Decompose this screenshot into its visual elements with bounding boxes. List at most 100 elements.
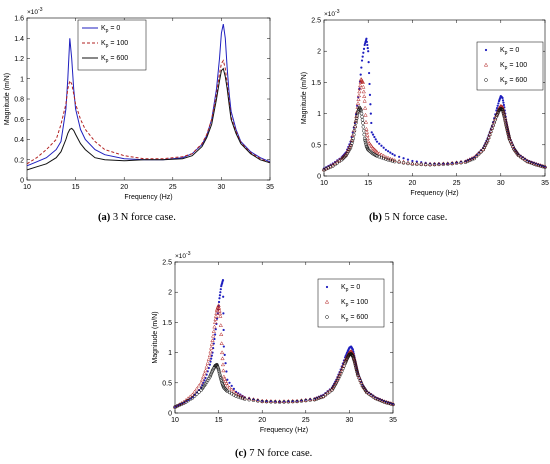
data-point	[314, 397, 319, 401]
data-point	[482, 145, 486, 150]
data-point	[223, 387, 228, 392]
x-tick-label: 15	[215, 417, 223, 424]
data-point	[483, 62, 489, 67]
y-tick-label: 2.5	[162, 260, 172, 267]
data-point	[366, 148, 370, 152]
chart-a: 10 15 20 25 30 35 0 0.2 0.4 0.6 0.8 1 1.2 1.4 1.6×10-3…	[4, 7, 274, 201]
data-point	[359, 73, 362, 76]
data-point	[386, 150, 390, 153]
caption-c-letter: (c)	[235, 448, 247, 459]
data-point	[366, 43, 369, 47]
data-point	[384, 148, 387, 151]
data-point	[504, 124, 509, 129]
data-point	[355, 370, 359, 374]
data-point	[341, 361, 347, 366]
data-point	[503, 119, 507, 123]
data-point	[351, 348, 354, 351]
data-point	[484, 78, 488, 82]
data-point	[496, 110, 501, 114]
x-tick-label: 10	[320, 180, 328, 187]
data-point	[363, 119, 369, 124]
data-point	[349, 143, 353, 148]
data-point	[212, 342, 215, 345]
data-point	[366, 46, 369, 50]
data-point	[217, 371, 222, 375]
data-point	[222, 385, 226, 390]
data-point	[381, 153, 386, 158]
data-point	[428, 163, 432, 167]
caption-a-letter: (a)	[98, 212, 111, 223]
data-point	[333, 382, 337, 387]
data-point	[236, 392, 241, 397]
data-point	[367, 61, 370, 64]
data-point	[362, 47, 366, 50]
caption-a-text: 3 N force case.	[112, 212, 176, 223]
data-point	[205, 373, 208, 376]
data-point	[330, 388, 334, 392]
data-point	[486, 135, 491, 139]
y-tick-label: 1.4	[14, 36, 24, 43]
y-tick-label: 0.4	[14, 137, 24, 144]
data-point	[219, 332, 224, 336]
data-point	[390, 159, 395, 163]
data-point	[197, 390, 201, 394]
data-point	[423, 161, 428, 166]
data-point	[371, 133, 375, 136]
x-tick-label: 30	[346, 417, 354, 424]
data-point	[345, 151, 349, 156]
data-point	[375, 140, 379, 143]
data-point	[304, 398, 308, 403]
data-point	[493, 117, 498, 122]
data-point	[358, 107, 363, 112]
data-point	[484, 48, 488, 52]
data-point	[226, 378, 229, 381]
data-point	[203, 368, 208, 373]
data-point	[373, 135, 376, 139]
data-point	[454, 161, 459, 165]
data-point	[458, 159, 464, 164]
legend-label: Kp = 0	[500, 47, 519, 56]
data-point	[406, 161, 410, 166]
data-point	[441, 161, 446, 166]
data-point	[445, 161, 450, 165]
data-point	[214, 311, 219, 315]
data-point	[364, 126, 369, 131]
data-point	[543, 165, 547, 170]
data-point	[381, 156, 386, 161]
data-point	[388, 158, 393, 163]
data-point	[219, 376, 223, 381]
data-point	[363, 140, 368, 145]
data-point	[210, 357, 213, 360]
data-point	[385, 155, 391, 160]
data-point	[411, 159, 414, 163]
data-point	[505, 128, 510, 133]
data-point	[303, 397, 308, 402]
data-point	[346, 149, 351, 154]
data-point	[419, 161, 424, 166]
data-point	[221, 368, 226, 373]
data-point	[516, 152, 521, 157]
data-point	[212, 324, 217, 329]
data-point	[450, 161, 454, 166]
data-point	[360, 59, 364, 62]
x-tick-label: 25	[453, 180, 461, 187]
data-point	[352, 359, 357, 364]
data-point	[341, 156, 345, 161]
data-point	[227, 385, 232, 390]
x-tick-label: 35	[266, 184, 274, 191]
data-point	[205, 360, 210, 365]
data-point	[354, 114, 359, 119]
data-point	[436, 161, 442, 166]
data-point	[308, 398, 312, 402]
data-point	[325, 315, 329, 319]
data-point	[351, 136, 355, 141]
data-point	[495, 107, 499, 110]
x-tick-label: 30	[497, 180, 505, 187]
series-3	[26, 67, 271, 171]
data-point	[489, 129, 493, 134]
data-point	[264, 399, 269, 404]
data-point	[202, 371, 207, 376]
data-point	[355, 368, 359, 373]
data-point	[319, 395, 323, 400]
data-point	[204, 364, 209, 369]
